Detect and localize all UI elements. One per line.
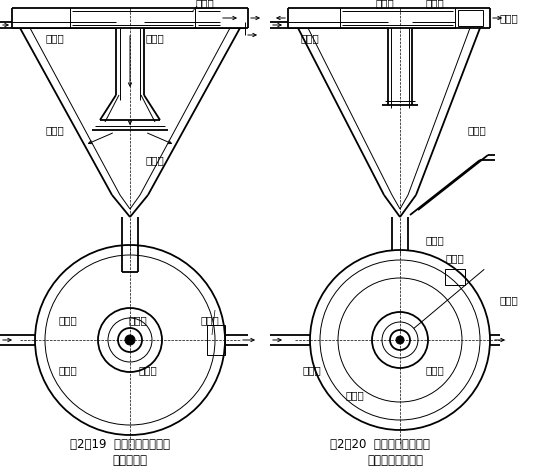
Text: 排泥管: 排泥管 — [500, 295, 519, 305]
Text: 图2－19  圆形竖流式沉淠池: 图2－19 圆形竖流式沉淠池 — [70, 439, 170, 452]
Text: 反射板: 反射板 — [129, 315, 147, 325]
Text: 中心管: 中心管 — [346, 390, 364, 400]
Text: 出水槽: 出水槽 — [196, 0, 214, 8]
Text: 中心管构造示意图: 中心管构造示意图 — [367, 454, 423, 467]
Text: 进水管: 进水管 — [302, 365, 321, 375]
Text: 进水管: 进水管 — [301, 33, 319, 43]
Text: 排泥管: 排泥管 — [139, 365, 157, 375]
Text: 出水槽: 出水槽 — [500, 13, 519, 23]
Text: 图2－20  圆形竖流式沉淠池: 图2－20 圆形竖流式沉淠池 — [330, 439, 430, 452]
Text: 反射板: 反射板 — [45, 125, 64, 135]
Text: 排泥管: 排泥管 — [146, 155, 164, 165]
Text: 排泥管: 排泥管 — [468, 125, 487, 135]
Text: 结构示意图: 结构示意图 — [112, 454, 147, 467]
Text: 出水管: 出水管 — [446, 253, 464, 263]
Text: 中心管: 中心管 — [375, 0, 395, 8]
Text: 进水管: 进水管 — [45, 33, 64, 43]
Text: 排泥管: 排泥管 — [426, 365, 444, 375]
Text: 中心管: 中心管 — [59, 315, 77, 325]
Text: 出水管: 出水管 — [426, 0, 444, 8]
Circle shape — [118, 328, 142, 352]
Text: 出水槽: 出水槽 — [201, 315, 219, 325]
Text: 出水槽: 出水槽 — [426, 235, 444, 245]
Bar — [458, 10, 483, 26]
Bar — [207, 325, 225, 355]
Text: 进水管: 进水管 — [59, 365, 77, 375]
Circle shape — [125, 335, 135, 345]
Circle shape — [396, 336, 404, 344]
Text: 中心管: 中心管 — [146, 33, 164, 43]
Circle shape — [390, 330, 410, 350]
Bar — [445, 269, 465, 285]
